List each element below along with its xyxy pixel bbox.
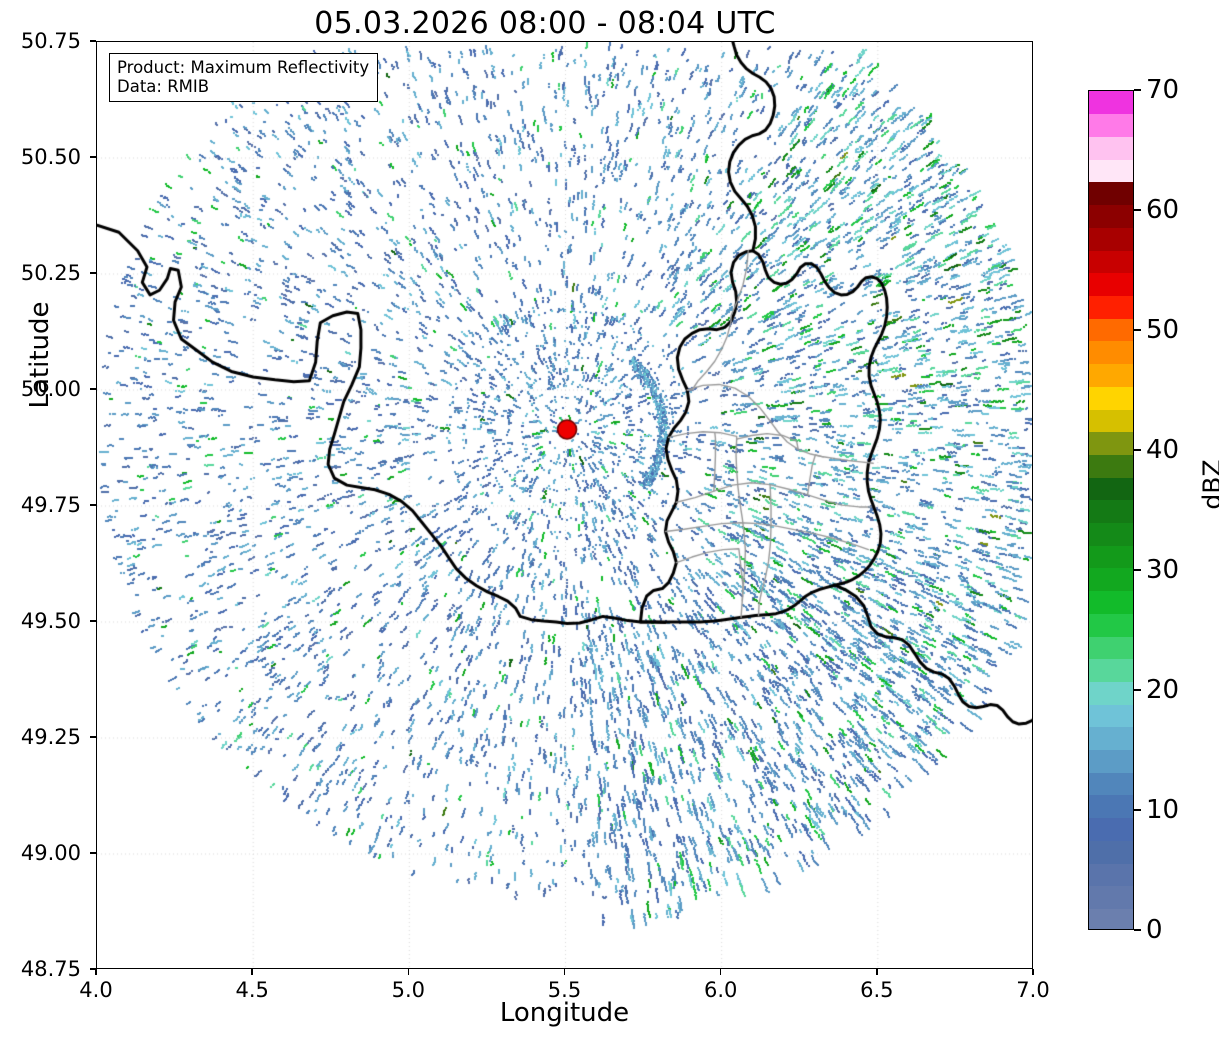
colorbar-band [1089, 545, 1133, 569]
colorbar-tick-mark [1134, 209, 1141, 211]
colorbar-band [1089, 862, 1133, 887]
colorbar-band [1089, 454, 1133, 478]
colorbar-band [1089, 340, 1133, 365]
colorbar-band [1089, 726, 1133, 751]
colorbar-band [1089, 817, 1133, 841]
y-tick-label: 50.00 [20, 377, 81, 401]
colorbar-band [1089, 635, 1133, 660]
x-tick-label: 4.5 [235, 978, 269, 1002]
colorbar-band [1089, 386, 1133, 410]
colorbar-band [1089, 522, 1133, 546]
x-tick-label: 4.0 [79, 978, 113, 1002]
colorbar-tick-label: 60 [1146, 195, 1180, 225]
colorbar-band [1089, 227, 1133, 251]
colorbar-band [1089, 658, 1133, 682]
colorbar-band [1089, 499, 1133, 524]
legend-product-line: Product: Maximum Reflectivity [117, 58, 370, 77]
y-axis-label: Latitude [25, 301, 55, 409]
x-tick-label: 5.0 [391, 978, 426, 1002]
colorbar-gradient [1088, 90, 1134, 930]
y-tick-mark [90, 272, 96, 274]
y-tick-label: 49.25 [20, 725, 81, 749]
x-axis-label: Longitude [499, 998, 630, 1028]
colorbar-band [1089, 295, 1133, 319]
x-tick-label: 5.5 [547, 978, 582, 1002]
colorbar-band [1089, 840, 1133, 864]
y-tick-label: 50.50 [20, 145, 81, 169]
colorbar-band [1089, 363, 1133, 387]
colorbar-axis-label: dBZ [1197, 459, 1219, 510]
x-tick-mark [95, 969, 97, 975]
map-borders-layer [97, 42, 1032, 968]
colorbar-band [1089, 91, 1133, 115]
colorbar-band [1089, 272, 1133, 296]
colorbar-band [1089, 749, 1133, 773]
x-tick-label: 6.5 [860, 978, 894, 1002]
colorbar-band [1089, 159, 1133, 183]
colorbar-tick-mark [1134, 89, 1141, 91]
colorbar-tick-label: 20 [1146, 675, 1180, 705]
y-tick-mark [90, 388, 96, 390]
colorbar-tick-label: 70 [1146, 75, 1180, 105]
colorbar-band [1089, 908, 1133, 929]
y-tick-label: 50.75 [20, 29, 81, 53]
colorbar-tick-mark [1134, 929, 1141, 931]
colorbar-tick-mark [1134, 689, 1141, 691]
y-tick-label: 49.50 [20, 609, 81, 633]
colorbar-tick-label: 10 [1146, 795, 1180, 825]
colorbar-band [1089, 204, 1133, 228]
colorbar-band [1089, 885, 1133, 909]
colorbar-band [1089, 794, 1133, 819]
colorbar-band [1089, 476, 1133, 501]
x-tick-mark [407, 969, 410, 975]
y-tick-mark [90, 736, 96, 738]
y-tick-mark [90, 620, 96, 622]
x-tick-label: 6.0 [703, 978, 738, 1002]
map-plot-area[interactable]: Product: Maximum Reflectivity Data: RMIB [96, 41, 1033, 969]
x-tick-mark [719, 969, 722, 975]
colorbar-band [1089, 703, 1133, 728]
y-tick-mark [90, 504, 96, 506]
colorbar-band [1089, 772, 1133, 796]
colorbar-band [1089, 136, 1133, 160]
colorbar-tick-mark [1134, 329, 1141, 331]
colorbar-band [1089, 181, 1133, 206]
colorbar-band [1089, 613, 1133, 637]
y-tick-mark [90, 968, 96, 970]
colorbar-tick-mark [1134, 449, 1141, 451]
legend-data-line: Data: RMIB [117, 77, 210, 96]
colorbar-band [1089, 567, 1133, 592]
colorbar-tick-label: 40 [1146, 435, 1180, 465]
y-tick-label: 49.00 [20, 841, 81, 865]
colorbar-band [1089, 431, 1133, 455]
colorbar-band [1089, 249, 1133, 274]
colorbar-tick-label: 30 [1146, 555, 1180, 585]
x-tick-mark [563, 969, 566, 975]
colorbar-band [1089, 408, 1133, 433]
x-tick-label: 7.0 [1016, 978, 1050, 1002]
colorbar-tick-mark [1134, 809, 1141, 811]
page-title: 05.03.2026 08:00 - 08:04 UTC [314, 6, 776, 41]
colorbar-band [1089, 590, 1133, 614]
colorbar-band [1089, 318, 1133, 342]
colorbar-container[interactable]: 0 10 20 30 40 50 60 70 [1088, 75, 1179, 945]
colorbar-tick-label: 50 [1146, 315, 1180, 345]
y-tick-label: 49.75 [20, 493, 81, 517]
colorbar-band [1089, 113, 1133, 138]
y-tick-label: 48.75 [20, 957, 81, 981]
y-tick-mark [90, 40, 96, 42]
colorbar-tick-label: 0 [1146, 915, 1163, 945]
x-tick-mark [251, 969, 253, 975]
x-tick-mark [1032, 969, 1034, 975]
colorbar-tick-mark [1134, 569, 1141, 571]
info-legend-box: Product: Maximum Reflectivity Data: RMIB [109, 53, 379, 102]
colorbar-band [1089, 681, 1133, 705]
x-tick-mark [876, 969, 878, 975]
y-tick-mark [90, 156, 96, 158]
y-tick-mark [90, 852, 96, 854]
y-tick-label: 50.25 [20, 261, 81, 285]
